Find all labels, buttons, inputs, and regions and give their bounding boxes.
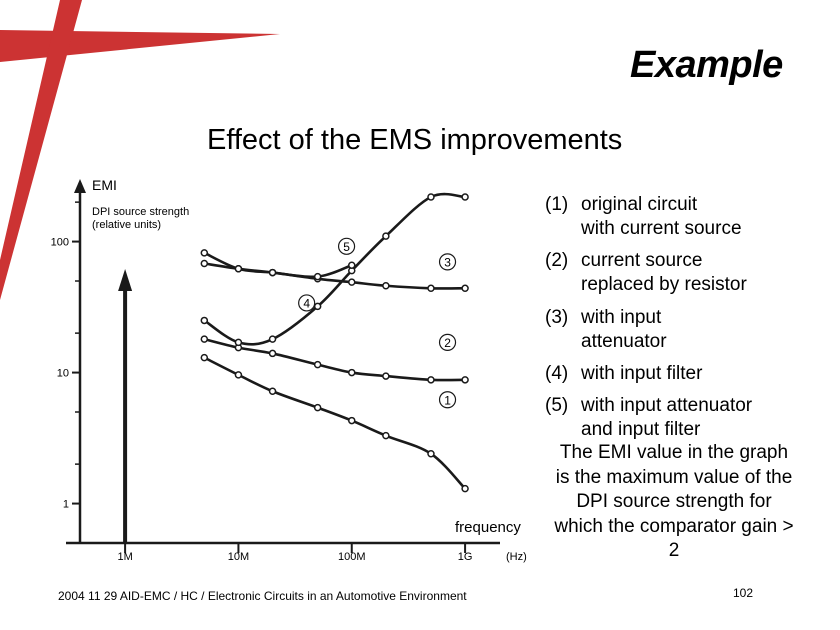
y-axis-subtitle-2: (relative units) [92,219,161,231]
logo-mark [0,0,280,300]
legend-3-line2: attenuator [581,331,667,352]
series-3-point [382,282,390,290]
series-4-label-circle [298,294,316,312]
series-1-label: 1 [444,393,451,407]
series-1-label-circle [438,391,457,409]
series-2-point [348,368,356,377]
legend-2-line1: current source [581,250,703,271]
legend-3-line1: with input [581,307,662,328]
series-5-point [268,268,277,277]
legend-4-number: (4) [545,363,569,384]
footer-text: 2004 11 29 AID-EMC / HC / Electronic Cir… [58,589,467,603]
series-3-label-circle [438,253,457,271]
series-2-label-circle [438,333,457,351]
series-2-point [200,335,209,343]
series-5-point [313,272,322,281]
y-tick-label: 10 [57,368,69,380]
series-4-point [268,335,277,343]
y-tick-label: 1 [63,499,69,511]
y-axis-subtitle-1: DPI source strength [92,206,189,218]
series-4-point [200,316,209,325]
series-2-point [268,349,277,358]
page-number: 102 [733,586,754,600]
x-tick-label: 1M [117,551,132,563]
series-4-label: 4 [303,296,310,310]
y-axis-title: EMI [92,177,117,193]
explanation-note: The EMI value in the graph is the maximu… [554,442,794,561]
series-5-point [348,261,356,269]
legend-2-number: (2) [545,250,569,271]
series-1-point [200,353,209,362]
series-1-point [427,450,435,458]
legend-5-number: (5) [545,395,569,416]
series-4-point [234,338,243,347]
series-3-point [427,284,435,293]
series-5-label-circle [337,237,356,255]
series-2-line [203,337,467,382]
chart-subtitle: Effect of the EMS improvements [207,124,623,156]
series-2-point [461,376,469,384]
y-tick-label: 100 [51,237,69,249]
x-tick-label: 10M [228,551,249,563]
series-3-line [203,262,467,290]
y-axis-arrow [74,179,86,193]
legend-1-line2: with current source [581,218,742,239]
series-3-point [200,259,209,268]
series-4-point [313,302,322,311]
legend-5-line2: and input filter [581,419,701,440]
frequency-marker-arrowhead [118,269,133,291]
series-2-point [427,376,435,384]
x-axis-title: frequency [455,519,521,536]
series-1-point [461,484,469,493]
slide-title: Example [630,44,783,86]
series-1-point [348,416,356,425]
legend-3-number: (3) [545,307,569,328]
series-2-label: 2 [444,336,451,350]
series-3-point [461,284,469,293]
series-1-line [203,356,467,490]
series-5-point [234,265,243,273]
chart-labels: EMI DPI source strength(relative units) fr… [92,177,527,563]
series-5-point [200,249,209,257]
series-4-point [382,232,390,240]
series-2-point [313,360,322,369]
chart-series [200,192,469,493]
series-3-point [348,278,356,286]
legend-2-line2: replaced by resistor [581,274,747,295]
series-5-label: 5 [343,240,350,254]
chart-ticks: 1 10 100 1M 10M 100M 1G [51,201,473,563]
x-tick-label: 1G [458,551,473,563]
series-1-point [313,403,322,412]
legend-1-line1: original circuit [581,194,698,215]
x-axis-unit: (Hz) [506,551,527,563]
series-4-point [461,193,469,201]
legend-4-line1: with input filter [581,363,703,384]
series-1-point [234,371,243,379]
series-2-point [382,372,390,380]
chart-axes [66,179,500,545]
legend-5-line1: with input attenuator [581,395,753,416]
legend-1-number: (1) [545,194,569,215]
series-1-point [268,387,277,396]
series-5-line [203,251,354,279]
series-1-point [382,431,390,440]
x-tick-label: 100M [338,551,366,563]
series-3-label: 3 [444,255,451,269]
series-4-point [427,193,435,201]
